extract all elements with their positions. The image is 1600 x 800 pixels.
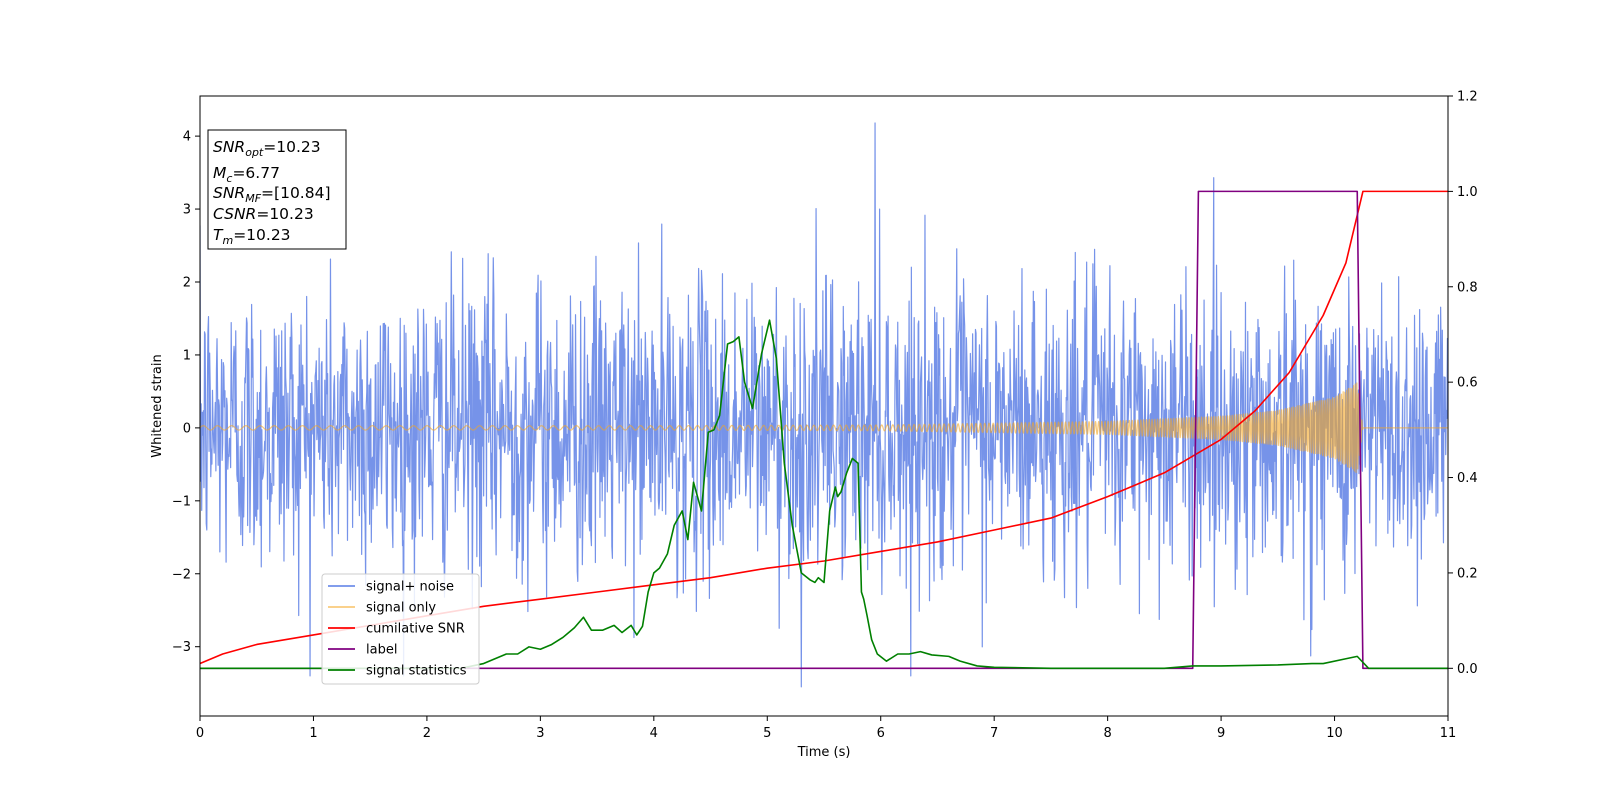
series-line-signal-statistics — [200, 319, 1448, 670]
y-tick-label: −2 — [172, 567, 191, 582]
x-axis-ticks: 0 1 2 3 4 5 6 7 8 9 10 11 — [196, 716, 1456, 741]
info-box: SNRopt=10.23 Mc=6.77SNRMF=[10.84]CSNR=10.… — [207, 129, 347, 250]
y-tick-label: 0 — [183, 421, 191, 436]
x-tick-label: 1 — [309, 726, 317, 741]
x-tick-label: 9 — [1217, 726, 1225, 741]
info-box-line: SNRMF=[10.84] — [213, 184, 331, 205]
legend-label: cumilative SNR — [366, 622, 465, 637]
series-line-signal-noise — [200, 122, 1448, 688]
series-line-signal-only — [200, 382, 1448, 473]
legend-label: signal only — [366, 601, 436, 616]
y-tick-label: 4 — [183, 130, 191, 145]
legend-label: label — [366, 643, 397, 658]
y2-tick-label: 0.8 — [1457, 280, 1478, 295]
legend-label: signal+ noise — [366, 580, 454, 595]
axes-frame — [199, 95, 1449, 717]
y-tick-label: −3 — [172, 640, 191, 655]
y-tick-label: −1 — [172, 494, 191, 509]
info-box-line: Mc=6.77 — [213, 164, 280, 185]
y2-tick-label: 1.0 — [1457, 185, 1478, 200]
legend: signal+ noise signal only cumilative SNR la… — [321, 573, 480, 685]
y2-tick-label: 0.0 — [1457, 662, 1478, 677]
x-tick-label: 2 — [423, 726, 431, 741]
y-tick-label: 3 — [183, 203, 191, 218]
y2-axis-ticks: 0.0 0.2 0.4 0.6 0.8 1.0 1.2 — [1448, 90, 1478, 677]
info-box-line: CSNR=10.23 — [213, 205, 314, 223]
legend-label: signal statistics — [366, 664, 467, 679]
x-tick-label: 0 — [196, 726, 204, 741]
info-box-line: Tm=10.23 — [213, 226, 291, 247]
y-tick-label: 1 — [183, 348, 191, 363]
x-tick-label: 3 — [536, 726, 544, 741]
x-tick-label: 10 — [1326, 726, 1343, 741]
y-axis-ticks: −3 −2 −1 0 1 2 3 4 — [172, 130, 200, 655]
y2-tick-label: 0.6 — [1457, 376, 1478, 391]
y2-tick-label: 0.2 — [1457, 566, 1478, 581]
x-tick-label: 5 — [763, 726, 771, 741]
y2-tick-label: 0.4 — [1457, 471, 1478, 486]
y-axis-label: Whitened strain — [150, 354, 165, 457]
x-axis-label: Time (s) — [797, 745, 851, 760]
x-tick-label: 8 — [1103, 726, 1111, 741]
x-tick-label: 11 — [1440, 726, 1457, 741]
x-tick-label: 6 — [877, 726, 885, 741]
legend-frame — [321, 573, 480, 685]
info-box-frame — [207, 129, 347, 250]
y2-tick-label: 1.2 — [1457, 90, 1478, 105]
x-tick-label: 4 — [650, 726, 658, 741]
y-tick-label: 2 — [183, 276, 191, 291]
x-tick-label: 7 — [990, 726, 998, 741]
info-box-line: SNRopt=10.23 — [213, 138, 321, 159]
